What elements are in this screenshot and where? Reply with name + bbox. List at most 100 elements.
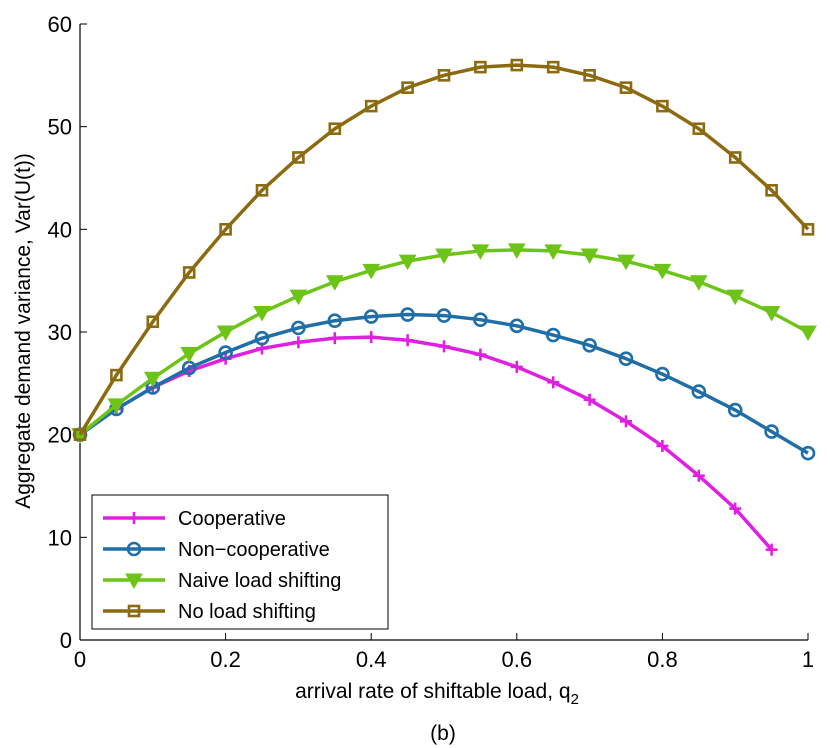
- y-tick-label: 10: [48, 525, 72, 550]
- data-point-naive-load-shifting: [435, 248, 453, 265]
- data-point-cooperative: [692, 469, 705, 482]
- y-tick-label: 0: [60, 628, 72, 653]
- data-point-naive-load-shifting: [507, 243, 526, 259]
- data-point-no-load-shifting: [437, 69, 451, 82]
- series-no-load-shifting: [73, 58, 815, 441]
- data-point-naive-load-shifting: [799, 325, 817, 342]
- x-tick-label: 0.6: [502, 647, 533, 672]
- data-point-cooperative: [765, 543, 778, 556]
- data-point-naive-load-shifting: [726, 289, 745, 306]
- data-point-naive-load-shifting: [762, 305, 781, 322]
- data-point-naive-load-shifting: [180, 347, 199, 363]
- data-point-naive-load-shifting: [216, 325, 235, 342]
- data-point-non-cooperative: [618, 351, 634, 366]
- legend-item-naive-load-shifting: Naive load shifting: [103, 570, 341, 592]
- legend-label: No load shifting: [178, 601, 316, 623]
- data-point-non-cooperative: [582, 338, 597, 353]
- data-point-no-load-shifting: [146, 315, 160, 329]
- data-point-naive-load-shifting: [617, 254, 635, 271]
- x-tick-label: 0.4: [356, 647, 387, 672]
- data-point-non-cooperative: [800, 445, 816, 461]
- data-point-cooperative: [620, 415, 632, 428]
- y-tick-label: 40: [48, 217, 72, 242]
- data-point-no-load-shifting: [255, 184, 269, 197]
- data-point-non-cooperative: [436, 308, 452, 323]
- x-tick-label: 1: [802, 647, 814, 672]
- data-point-naive-load-shifting: [362, 263, 381, 280]
- data-point-non-cooperative: [473, 312, 488, 327]
- data-point-non-cooperative: [727, 402, 743, 418]
- data-point-cooperative: [547, 376, 560, 389]
- data-point-non-cooperative: [764, 424, 779, 439]
- data-point-cooperative: [292, 336, 305, 349]
- data-point-no-load-shifting: [364, 99, 378, 113]
- data-point-non-cooperative: [327, 313, 343, 329]
- data-point-naive-load-shifting: [289, 289, 308, 306]
- data-point-cooperative: [729, 502, 742, 515]
- legend-marker: [127, 604, 141, 618]
- data-point-naive-load-shifting: [471, 244, 490, 260]
- x-tick-label: 0: [74, 647, 86, 672]
- data-point-naive-load-shifting: [325, 275, 344, 291]
- data-point-naive-load-shifting: [398, 254, 417, 271]
- data-point-cooperative: [365, 331, 378, 344]
- series-group: [71, 58, 817, 556]
- data-point-non-cooperative: [509, 318, 525, 334]
- y-axis-label: Aggregate demand variance, Var(U(t)): [12, 153, 35, 509]
- data-point-cooperative: [328, 332, 341, 345]
- data-point-non-cooperative: [254, 330, 270, 346]
- legend-item-cooperative: Cooperative: [103, 508, 286, 530]
- data-point-no-load-shifting: [619, 81, 633, 94]
- data-point-cooperative: [401, 334, 414, 347]
- legend-item-non-cooperative: Non−cooperative: [103, 539, 330, 561]
- y-tick-label: 30: [48, 320, 72, 345]
- data-point-naive-load-shifting: [653, 263, 672, 280]
- series-line-no-load-shifting: [78, 63, 810, 436]
- legend: Cooperative Non−cooperative Naive load shi…: [91, 494, 389, 630]
- data-point-cooperative: [583, 393, 596, 406]
- data-point-no-load-shifting: [73, 428, 87, 441]
- legend-label: Naive load shifting: [178, 570, 341, 592]
- y-tick-label: 60: [48, 12, 72, 37]
- data-point-no-load-shifting: [728, 151, 742, 164]
- legend-item-no-load-shifting: No load shifting: [103, 601, 316, 623]
- data-point-non-cooperative: [363, 309, 379, 324]
- data-point-no-load-shifting: [110, 368, 123, 382]
- data-point-cooperative: [438, 340, 450, 353]
- data-point-no-load-shifting: [474, 60, 487, 74]
- data-point-cooperative: [474, 348, 487, 361]
- data-point-non-cooperative: [291, 320, 306, 336]
- data-point-no-load-shifting: [692, 122, 706, 136]
- data-point-naive-load-shifting: [107, 398, 126, 414]
- data-point-no-load-shifting: [401, 81, 414, 94]
- data-point-no-load-shifting: [656, 99, 669, 113]
- figure-caption: (b): [430, 722, 456, 745]
- legend-marker: [125, 573, 143, 590]
- data-point-no-load-shifting: [765, 184, 778, 197]
- data-point-naive-load-shifting: [689, 275, 708, 291]
- data-point-no-load-shifting: [292, 151, 305, 164]
- data-point-no-load-shifting: [328, 122, 342, 136]
- data-point-non-cooperative: [400, 307, 415, 322]
- series-naive-load-shifting: [71, 243, 817, 444]
- data-point-naive-load-shifting: [143, 371, 162, 388]
- series-non-cooperative: [72, 307, 816, 461]
- data-point-non-cooperative: [691, 384, 707, 399]
- legend-marker: [128, 512, 140, 524]
- data-point-naive-load-shifting: [253, 305, 271, 322]
- data-point-no-load-shifting: [546, 60, 560, 74]
- data-point-non-cooperative: [218, 345, 233, 360]
- data-point-no-load-shifting: [583, 69, 596, 82]
- legend-label: Cooperative: [178, 508, 286, 530]
- data-point-cooperative: [510, 360, 523, 373]
- y-tick-label: 50: [48, 115, 72, 140]
- data-point-no-load-shifting: [801, 223, 815, 236]
- series-line-non-cooperative: [78, 312, 809, 455]
- data-point-non-cooperative: [655, 366, 670, 382]
- data-point-no-load-shifting: [182, 266, 196, 279]
- y-tick-label: 20: [48, 423, 72, 448]
- data-point-no-load-shifting: [219, 223, 232, 236]
- legend-marker: [126, 541, 142, 557]
